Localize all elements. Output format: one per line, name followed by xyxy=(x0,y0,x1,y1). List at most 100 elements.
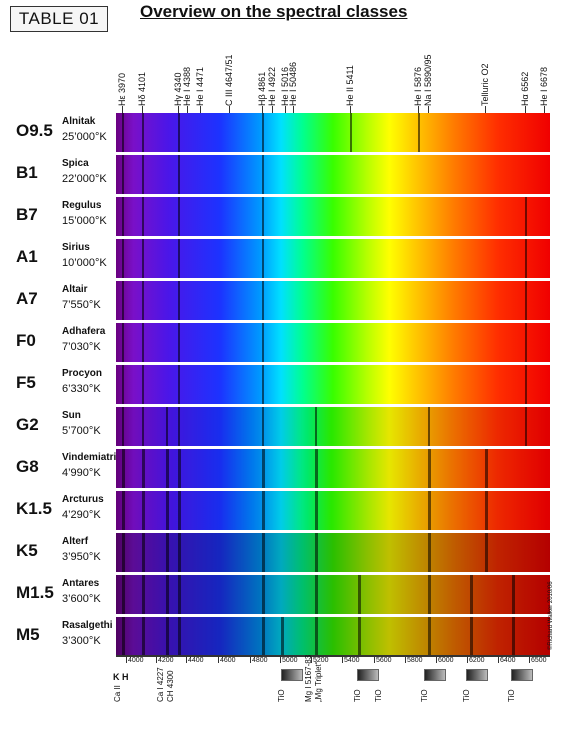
star-temperature: 3’300°K xyxy=(62,635,101,647)
absorption-line xyxy=(262,575,265,614)
wavelength-axis xyxy=(116,655,550,657)
absorption-line xyxy=(262,239,264,278)
absorption-line xyxy=(142,365,144,404)
star-name: Altair xyxy=(62,284,88,295)
spectral-class: G8 xyxy=(16,457,39,476)
star-temperature: 5’700°K xyxy=(62,425,101,437)
spectral-class: M5 xyxy=(16,625,40,644)
bottom-line-label: Ca II xyxy=(113,685,122,702)
absorption-line xyxy=(142,197,144,236)
spectral-row: G8 Vindemiatrix 4’990°K xyxy=(0,448,567,490)
spectral-class: M1.5 xyxy=(16,583,54,602)
line-label: He I 4388 xyxy=(182,66,192,106)
line-tick xyxy=(122,106,123,114)
star-name: Regulus xyxy=(62,200,102,211)
absorption-line xyxy=(470,617,473,656)
absorption-line xyxy=(142,407,144,446)
spectrum-bar xyxy=(116,281,550,320)
axis-tick xyxy=(250,657,251,663)
absorption-line xyxy=(470,575,473,614)
axis-label: 6500 xyxy=(531,657,547,664)
absorption-line xyxy=(315,407,317,446)
absorption-line xyxy=(262,323,264,362)
absorption-line xyxy=(178,407,180,446)
star-name: Procyon xyxy=(62,368,103,379)
kh-label: K H xyxy=(113,672,129,682)
spectrum-bar xyxy=(116,155,550,194)
absorption-line xyxy=(122,239,124,278)
line-tick xyxy=(272,106,273,114)
star-name: Sirius xyxy=(62,242,90,253)
absorption-line xyxy=(122,617,125,656)
axis-tick xyxy=(436,657,437,663)
axis-label: 4600 xyxy=(220,657,236,664)
page-title: Overview on the spectral classes xyxy=(140,2,408,21)
absorption-line xyxy=(166,575,169,614)
line-label: Na I 5890/95 xyxy=(423,54,433,106)
tio-band-marker xyxy=(357,669,379,681)
absorption-line xyxy=(315,533,318,572)
line-tick xyxy=(350,106,351,114)
absorption-line xyxy=(142,491,145,530)
spectrum-bar xyxy=(116,491,550,530)
line-tick xyxy=(142,106,143,114)
absorption-line xyxy=(281,617,284,656)
tio-band-marker xyxy=(424,669,446,681)
spectral-row: K1.5 Arcturus 4’290°K xyxy=(0,490,567,532)
axis-tick xyxy=(405,657,406,663)
line-tick xyxy=(178,106,179,114)
tio-band-marker xyxy=(466,669,488,681)
spectral-row: M1.5 Antares 3’600°K xyxy=(0,574,567,616)
bottom-line-label: TiO xyxy=(420,689,429,702)
spectral-line-labels: Hε 3970 Hδ 4101 Hγ 4340 He I 4388 He I 4471 C… xyxy=(0,0,567,114)
absorption-line xyxy=(262,197,264,236)
absorption-line xyxy=(142,155,144,194)
star-name: Rasalgethi xyxy=(62,620,113,631)
absorption-line xyxy=(142,575,145,614)
spectrum-bar xyxy=(116,407,550,446)
absorption-line xyxy=(428,449,431,488)
line-tick xyxy=(428,106,429,114)
absorption-line xyxy=(122,449,125,488)
spectral-class: K5 xyxy=(16,541,38,560)
spectral-row: O9.5 Alnitak 25’000°K xyxy=(0,112,567,154)
absorption-line xyxy=(262,449,265,488)
line-label: He I 4471 xyxy=(195,66,205,106)
axis-label: 4200 xyxy=(158,657,174,664)
line-label: Telluric O2 xyxy=(480,63,490,106)
spectrum-bar xyxy=(116,533,550,572)
spectral-row: B1 Spica 22’000°K xyxy=(0,154,567,196)
absorption-line xyxy=(178,449,181,488)
absorption-line xyxy=(122,365,124,404)
absorption-line xyxy=(262,491,265,530)
spectral-class: F0 xyxy=(16,331,36,350)
star-name: Alnitak xyxy=(62,116,96,127)
spectrum-bar xyxy=(116,323,550,362)
absorption-line xyxy=(525,239,527,278)
absorption-line xyxy=(178,239,180,278)
line-tick xyxy=(200,106,201,114)
absorption-line xyxy=(525,281,527,320)
bottom-line-label: TiO xyxy=(374,689,383,702)
star-name: Spica xyxy=(62,158,89,169)
star-temperature: 3’600°K xyxy=(62,593,101,605)
tio-band-marker xyxy=(281,669,303,681)
absorption-line xyxy=(262,155,264,194)
spectral-class: K1.5 xyxy=(16,499,52,518)
spectrum-bar xyxy=(116,197,550,236)
absorption-line xyxy=(166,533,169,572)
absorption-line xyxy=(178,323,180,362)
line-tick xyxy=(525,106,526,114)
axis-label: 4000 xyxy=(128,657,144,664)
spectral-row: A1 Sirius 10’000°K xyxy=(0,238,567,280)
bottom-line-label: TiO xyxy=(462,689,471,702)
bottom-line-label: TiO xyxy=(353,689,362,702)
line-label: Hα 6562 xyxy=(520,71,530,106)
bottom-line-label: CH 4300 xyxy=(166,670,175,702)
spectral-class: A7 xyxy=(16,289,38,308)
bottom-line-label: TiO xyxy=(507,689,516,702)
line-label: He II 5411 xyxy=(345,65,355,106)
axis-label: 5000 xyxy=(282,657,298,664)
absorption-line xyxy=(122,533,125,572)
star-name: Arcturus xyxy=(62,494,104,505)
